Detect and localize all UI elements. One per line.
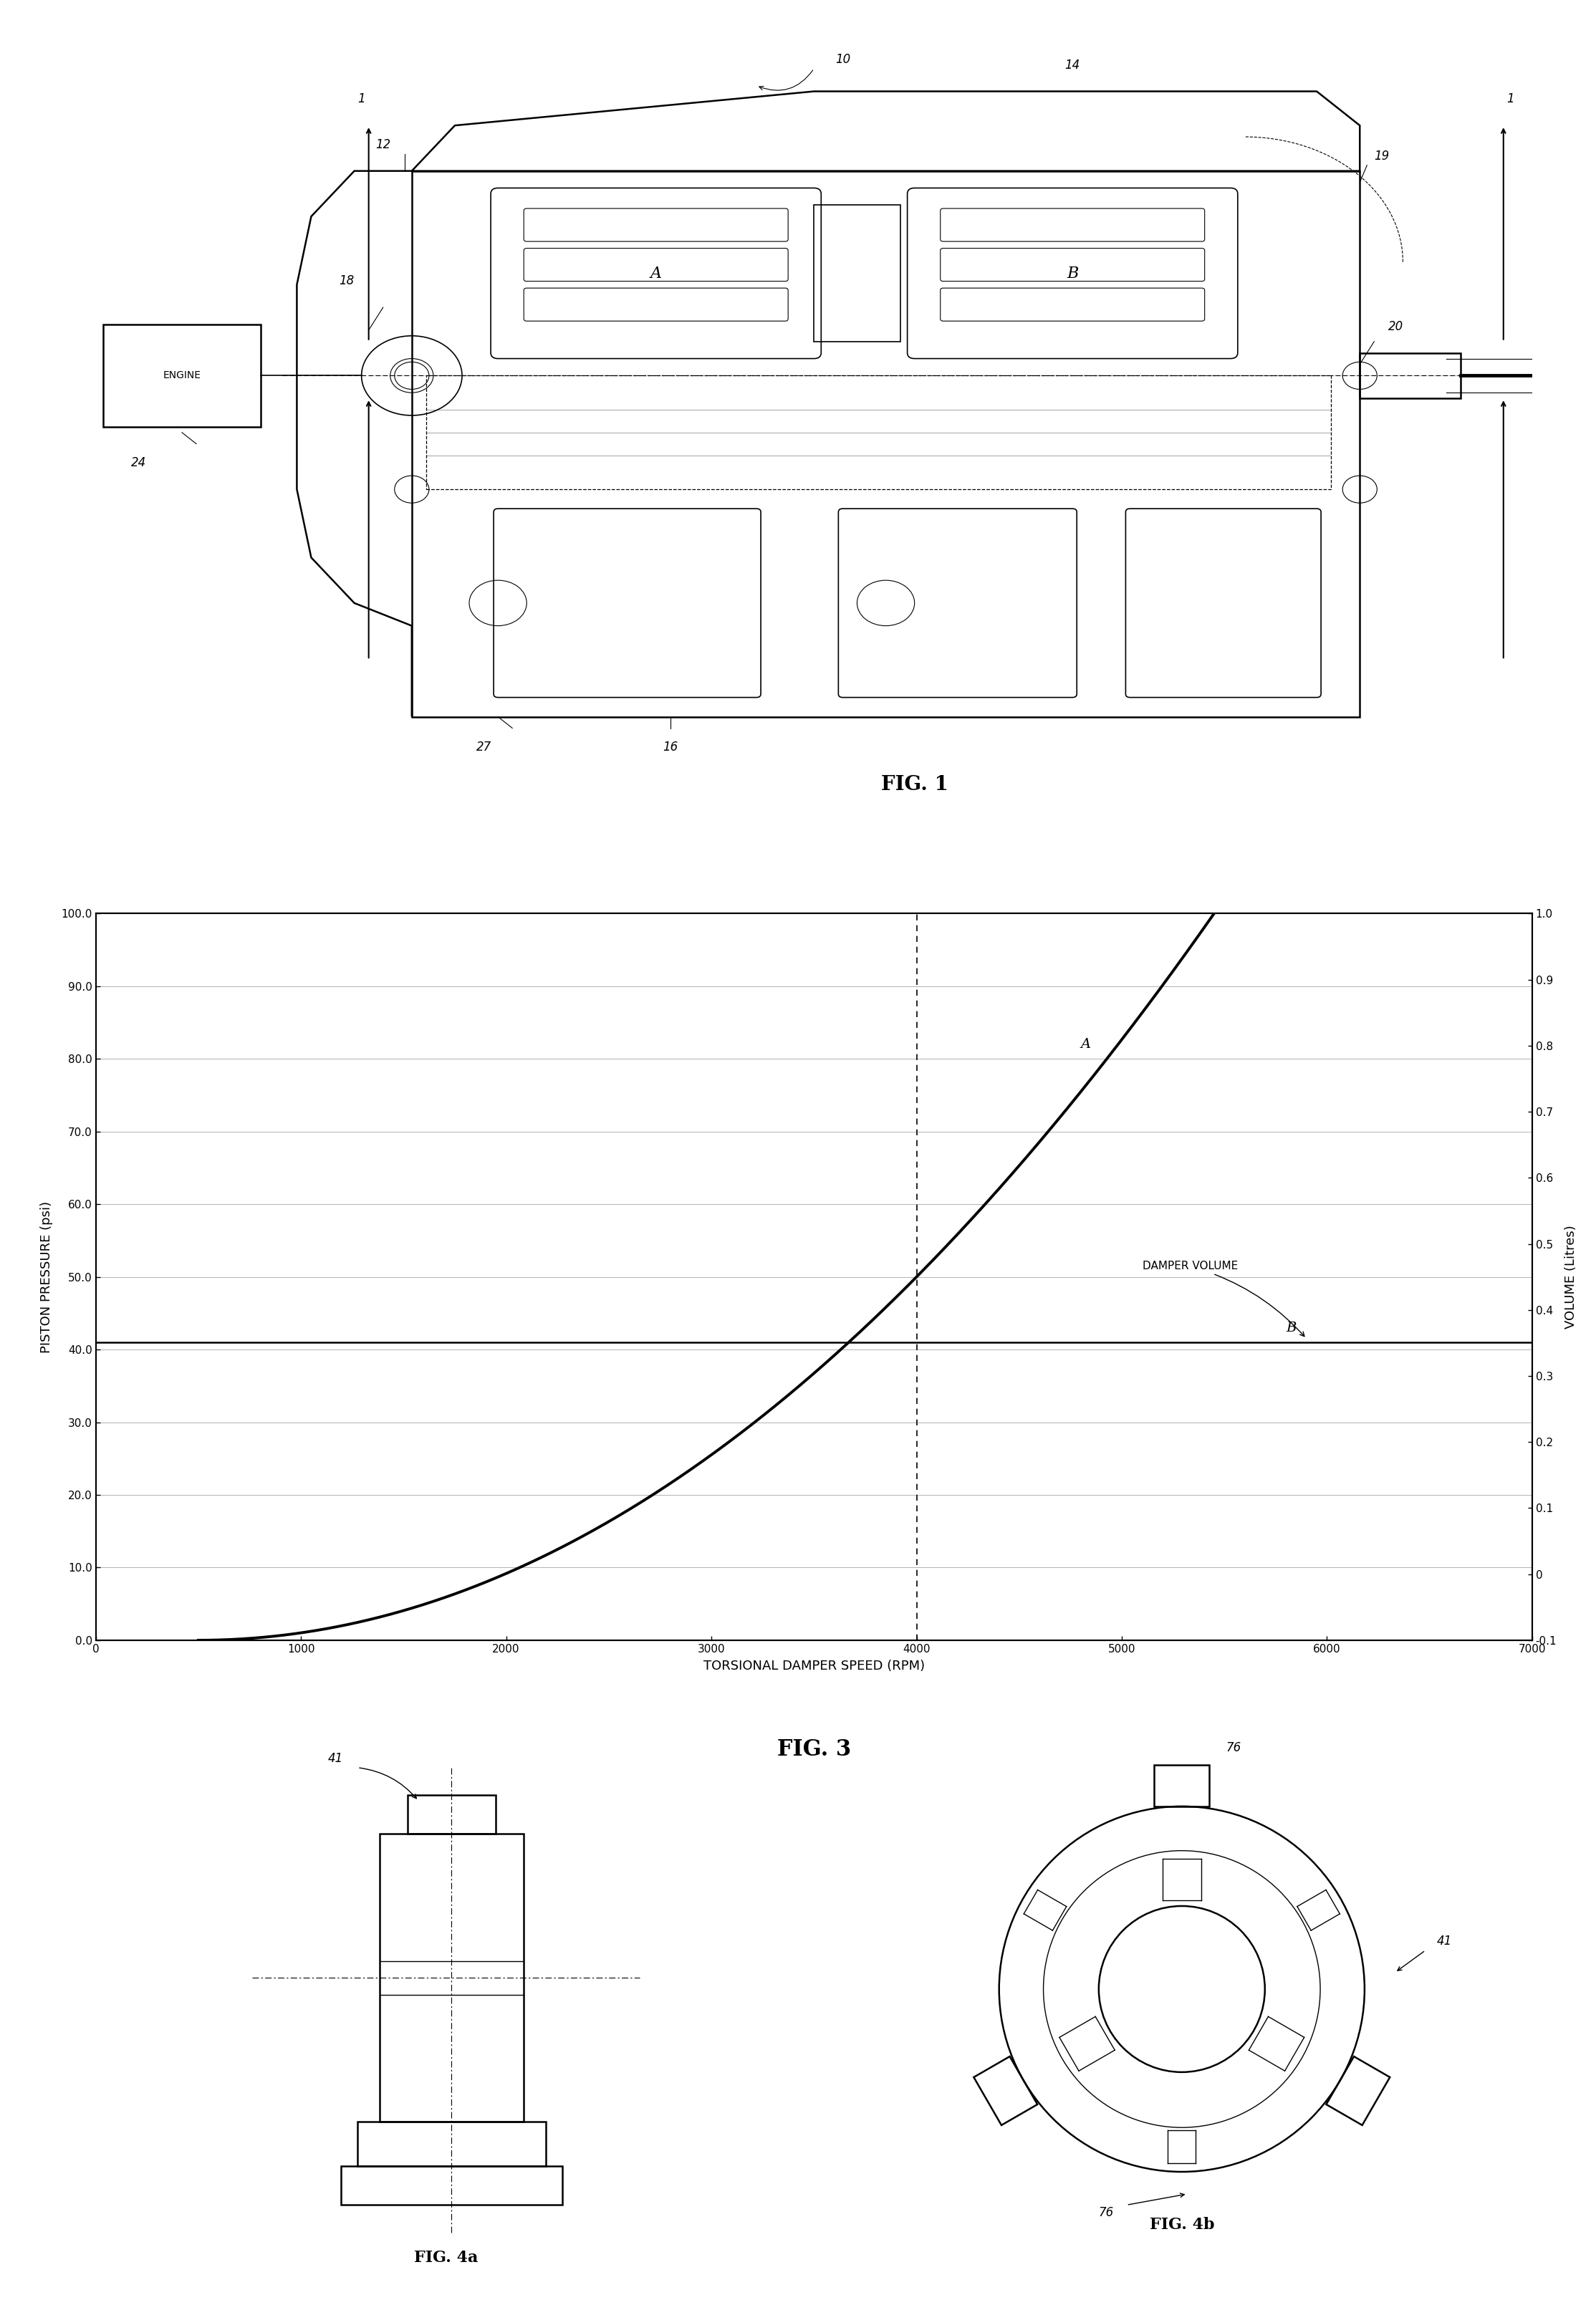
Y-axis label: PISTON PRESSURE (psi): PISTON PRESSURE (psi) — [40, 1201, 53, 1352]
Text: 16: 16 — [662, 741, 678, 754]
Text: FIG. 4a: FIG. 4a — [413, 2249, 479, 2266]
Text: 14: 14 — [1065, 58, 1080, 71]
Text: DAMPER VOLUME: DAMPER VOLUME — [1143, 1260, 1304, 1336]
Y-axis label: VOLUME (Litres): VOLUME (Litres) — [1564, 1226, 1578, 1329]
Text: FIG. 4b: FIG. 4b — [1149, 2217, 1215, 2233]
Text: FIG. 3: FIG. 3 — [777, 1739, 851, 1760]
Text: 12: 12 — [375, 138, 391, 152]
Text: 41: 41 — [1436, 1934, 1452, 1948]
Text: A: A — [650, 265, 662, 281]
Text: 1: 1 — [358, 92, 365, 106]
Text: 76: 76 — [1098, 2206, 1114, 2220]
Text: 27: 27 — [476, 741, 492, 754]
Text: 41: 41 — [327, 1753, 343, 1764]
Text: B: B — [1286, 1320, 1296, 1334]
Text: 19: 19 — [1374, 150, 1390, 163]
Text: 20: 20 — [1389, 320, 1404, 334]
Text: 18: 18 — [338, 274, 354, 288]
Text: B: B — [1066, 265, 1079, 281]
Text: 10: 10 — [835, 53, 851, 67]
Text: 24: 24 — [131, 458, 147, 469]
X-axis label: TORSIONAL DAMPER SPEED (RPM): TORSIONAL DAMPER SPEED (RPM) — [704, 1658, 924, 1672]
Text: ENGINE: ENGINE — [163, 370, 201, 380]
Text: FIG. 1: FIG. 1 — [881, 775, 948, 793]
Text: 1: 1 — [1507, 92, 1515, 106]
Text: 76: 76 — [1226, 1741, 1242, 1755]
Text: A: A — [1080, 1037, 1090, 1051]
